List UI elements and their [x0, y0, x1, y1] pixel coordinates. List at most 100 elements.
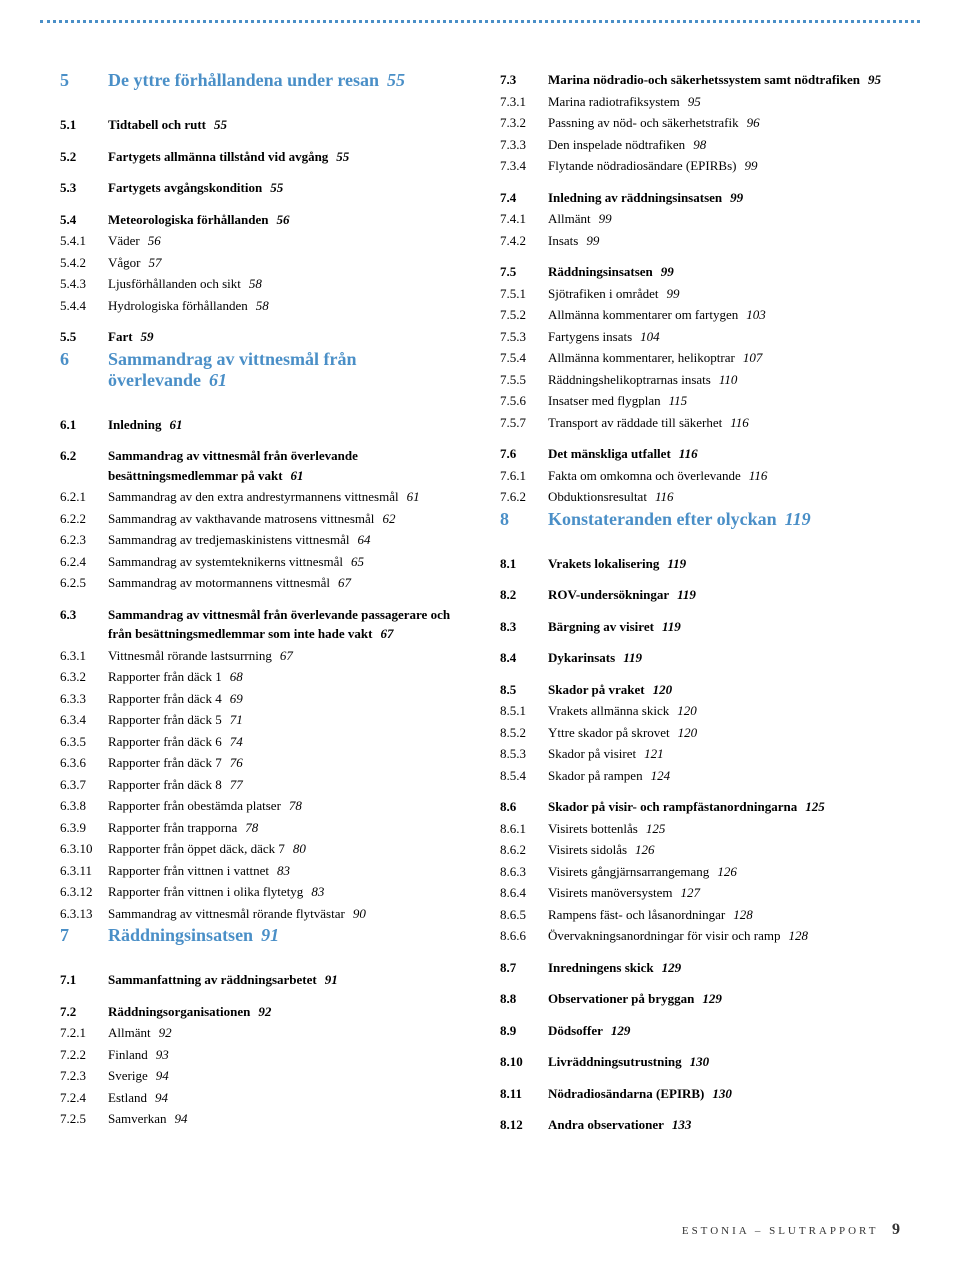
- toc-entry: 8.5.4Skador på rampen124: [500, 766, 900, 786]
- section-page: 120: [677, 703, 697, 718]
- toc-entry: 8.5.2Yttre skador på skrovet120: [500, 723, 900, 743]
- section-number: 8.12: [500, 1115, 548, 1135]
- section-number: 7.5.4: [500, 348, 548, 368]
- section-title: Hydrologiska förhållanden58: [108, 296, 460, 316]
- chapter-heading: 5De yttre förhållandena under resan55: [60, 70, 460, 91]
- toc-entry: 8.5.1Vrakets allmänna skick120: [500, 701, 900, 721]
- toc-entry: 6.3.3Rapporter från däck 469: [60, 689, 460, 709]
- toc-entry: 8.6.6Övervakningsanordningar för visir o…: [500, 926, 900, 946]
- section-page: 99: [599, 211, 612, 226]
- spacer: [60, 992, 460, 1002]
- chapter-page: 61: [209, 370, 227, 390]
- section-page: 110: [719, 372, 738, 387]
- section-title: Ljusförhållanden och sikt58: [108, 274, 460, 294]
- section-page: 95: [688, 94, 701, 109]
- section-number: 7.5.2: [500, 305, 548, 325]
- toc-entry: 5.4.4Hydrologiska förhållanden58: [60, 296, 460, 316]
- section-number: 7.5.5: [500, 370, 548, 390]
- section-title: Rapporter från öppet däck, däck 780: [108, 839, 460, 859]
- section-title: Sammandrag av vittnesmål från överlevand…: [108, 605, 460, 644]
- section-number: 6.3.11: [60, 861, 108, 881]
- toc-entry: 6.3.9Rapporter från trapporna78: [60, 818, 460, 838]
- section-page: 69: [230, 691, 243, 706]
- section-page: 125: [646, 821, 666, 836]
- section-number: 5.3: [60, 178, 108, 198]
- section-page: 92: [159, 1025, 172, 1040]
- toc-entry: 6.3.11Rapporter från vittnen i vattnet83: [60, 861, 460, 881]
- footer-page-number: 9: [892, 1221, 900, 1238]
- section-page: 56: [148, 233, 161, 248]
- chapter-number: 8: [500, 509, 548, 530]
- section-title: Andra observationer133: [548, 1115, 900, 1135]
- section-page: 126: [635, 842, 655, 857]
- toc-entry: 5.4Meteorologiska förhållanden56: [60, 210, 460, 230]
- section-page: 61: [169, 417, 182, 432]
- spacer: [500, 1042, 900, 1052]
- section-title: Dykarinsats119: [548, 648, 900, 668]
- toc-entry: 8.3Bärgning av visiret119: [500, 617, 900, 637]
- section-page: 99: [666, 286, 679, 301]
- section-number: 8.11: [500, 1084, 548, 1104]
- section-number: 6.3.10: [60, 839, 108, 859]
- toc-entry: 7.3Marina nödradio-och säkerhetssystem s…: [500, 70, 900, 90]
- section-number: 7.4.2: [500, 231, 548, 251]
- section-number: 8.2: [500, 585, 548, 605]
- toc-entry: 7.5.6Insatser med flygplan115: [500, 391, 900, 411]
- spacer: [500, 670, 900, 680]
- section-title: Inledning61: [108, 415, 460, 435]
- toc-entry: 7.6.1Fakta om omkomna och överlevande116: [500, 466, 900, 486]
- section-number: 8.5.2: [500, 723, 548, 743]
- section-page: 93: [156, 1047, 169, 1062]
- toc-entry: 7.1Sammanfattning av räddningsarbetet91: [60, 970, 460, 990]
- section-title: Vittnesmål rörande lastsurrning67: [108, 646, 460, 666]
- chapter-number: 6: [60, 349, 108, 370]
- section-title: Rapporter från däck 776: [108, 753, 460, 773]
- toc-entry: 6.3.7Rapporter från däck 877: [60, 775, 460, 795]
- section-title: Det mänskliga utfallet116: [548, 444, 900, 464]
- section-number: 7.5.1: [500, 284, 548, 304]
- toc-entry: 7.3.4Flytande nödradiosändare (EPIRBs)99: [500, 156, 900, 176]
- section-title: Estland94: [108, 1088, 460, 1108]
- toc-entry: 6.2.4Sammandrag av systemteknikerns vitt…: [60, 552, 460, 572]
- toc-entry: 7.5.4Allmänna kommentarer, helikoptrar10…: [500, 348, 900, 368]
- toc-entry: 6.1Inledning61: [60, 415, 460, 435]
- section-title: Dödsoffer129: [548, 1021, 900, 1041]
- chapter-page: 55: [387, 70, 405, 90]
- section-number: 7.6.1: [500, 466, 548, 486]
- section-title: Passning av nöd- och säkerhetstrafik96: [548, 113, 900, 133]
- toc-entry: 6.2.2Sammandrag av vakthavande matrosens…: [60, 509, 460, 529]
- section-title: Tidtabell och rutt55: [108, 115, 460, 135]
- section-number: 7.3.3: [500, 135, 548, 155]
- section-title: Den inspelade nödtrafiken98: [548, 135, 900, 155]
- toc-entry: 7.5Räddningsinsatsen99: [500, 262, 900, 282]
- section-title: Sammandrag av vakthavande matrosens vitt…: [108, 509, 460, 529]
- section-number: 5.4: [60, 210, 108, 230]
- footer-text: ESTONIA – SLUTRAPPORT: [682, 1225, 878, 1237]
- chapter-title: Konstateranden efter olyckan119: [548, 509, 900, 530]
- section-number: 6.2: [60, 446, 108, 466]
- toc-entry: 7.2.4Estland94: [60, 1088, 460, 1108]
- section-title: Sammandrag av systemteknikerns vittnesmå…: [108, 552, 460, 572]
- section-title: Räddningshelikoptrarnas insats110: [548, 370, 900, 390]
- section-title: Allmänna kommentarer om fartygen103: [548, 305, 900, 325]
- section-number: 6.3.13: [60, 904, 108, 924]
- section-title: Vågor57: [108, 253, 460, 273]
- section-number: 8.6: [500, 797, 548, 817]
- section-title: Obduktionsresultat116: [548, 487, 900, 507]
- toc-entry: 5.1Tidtabell och rutt55: [60, 115, 460, 135]
- toc-entry: 6.3.13Sammandrag av vittnesmål rörande f…: [60, 904, 460, 924]
- section-page: 116: [730, 415, 749, 430]
- section-title: Rapporter från vittnen i vattnet83: [108, 861, 460, 881]
- section-page: 57: [149, 255, 162, 270]
- left-column: 5De yttre förhållandena under resan55 5.1…: [60, 70, 460, 1137]
- section-title: Sammandrag av vittnesmål rörande flytväs…: [108, 904, 460, 924]
- section-title: Skador på visir- och rampfästanordningar…: [548, 797, 900, 817]
- toc-entry: 8.9Dödsoffer129: [500, 1021, 900, 1041]
- section-number: 5.4.1: [60, 231, 108, 251]
- section-page: 55: [214, 117, 227, 132]
- spacer: [500, 575, 900, 585]
- section-number: 5.4.3: [60, 274, 108, 294]
- section-title: Sammanfattning av räddningsarbetet91: [108, 970, 460, 990]
- section-page: 99: [730, 190, 743, 205]
- section-page: 96: [747, 115, 760, 130]
